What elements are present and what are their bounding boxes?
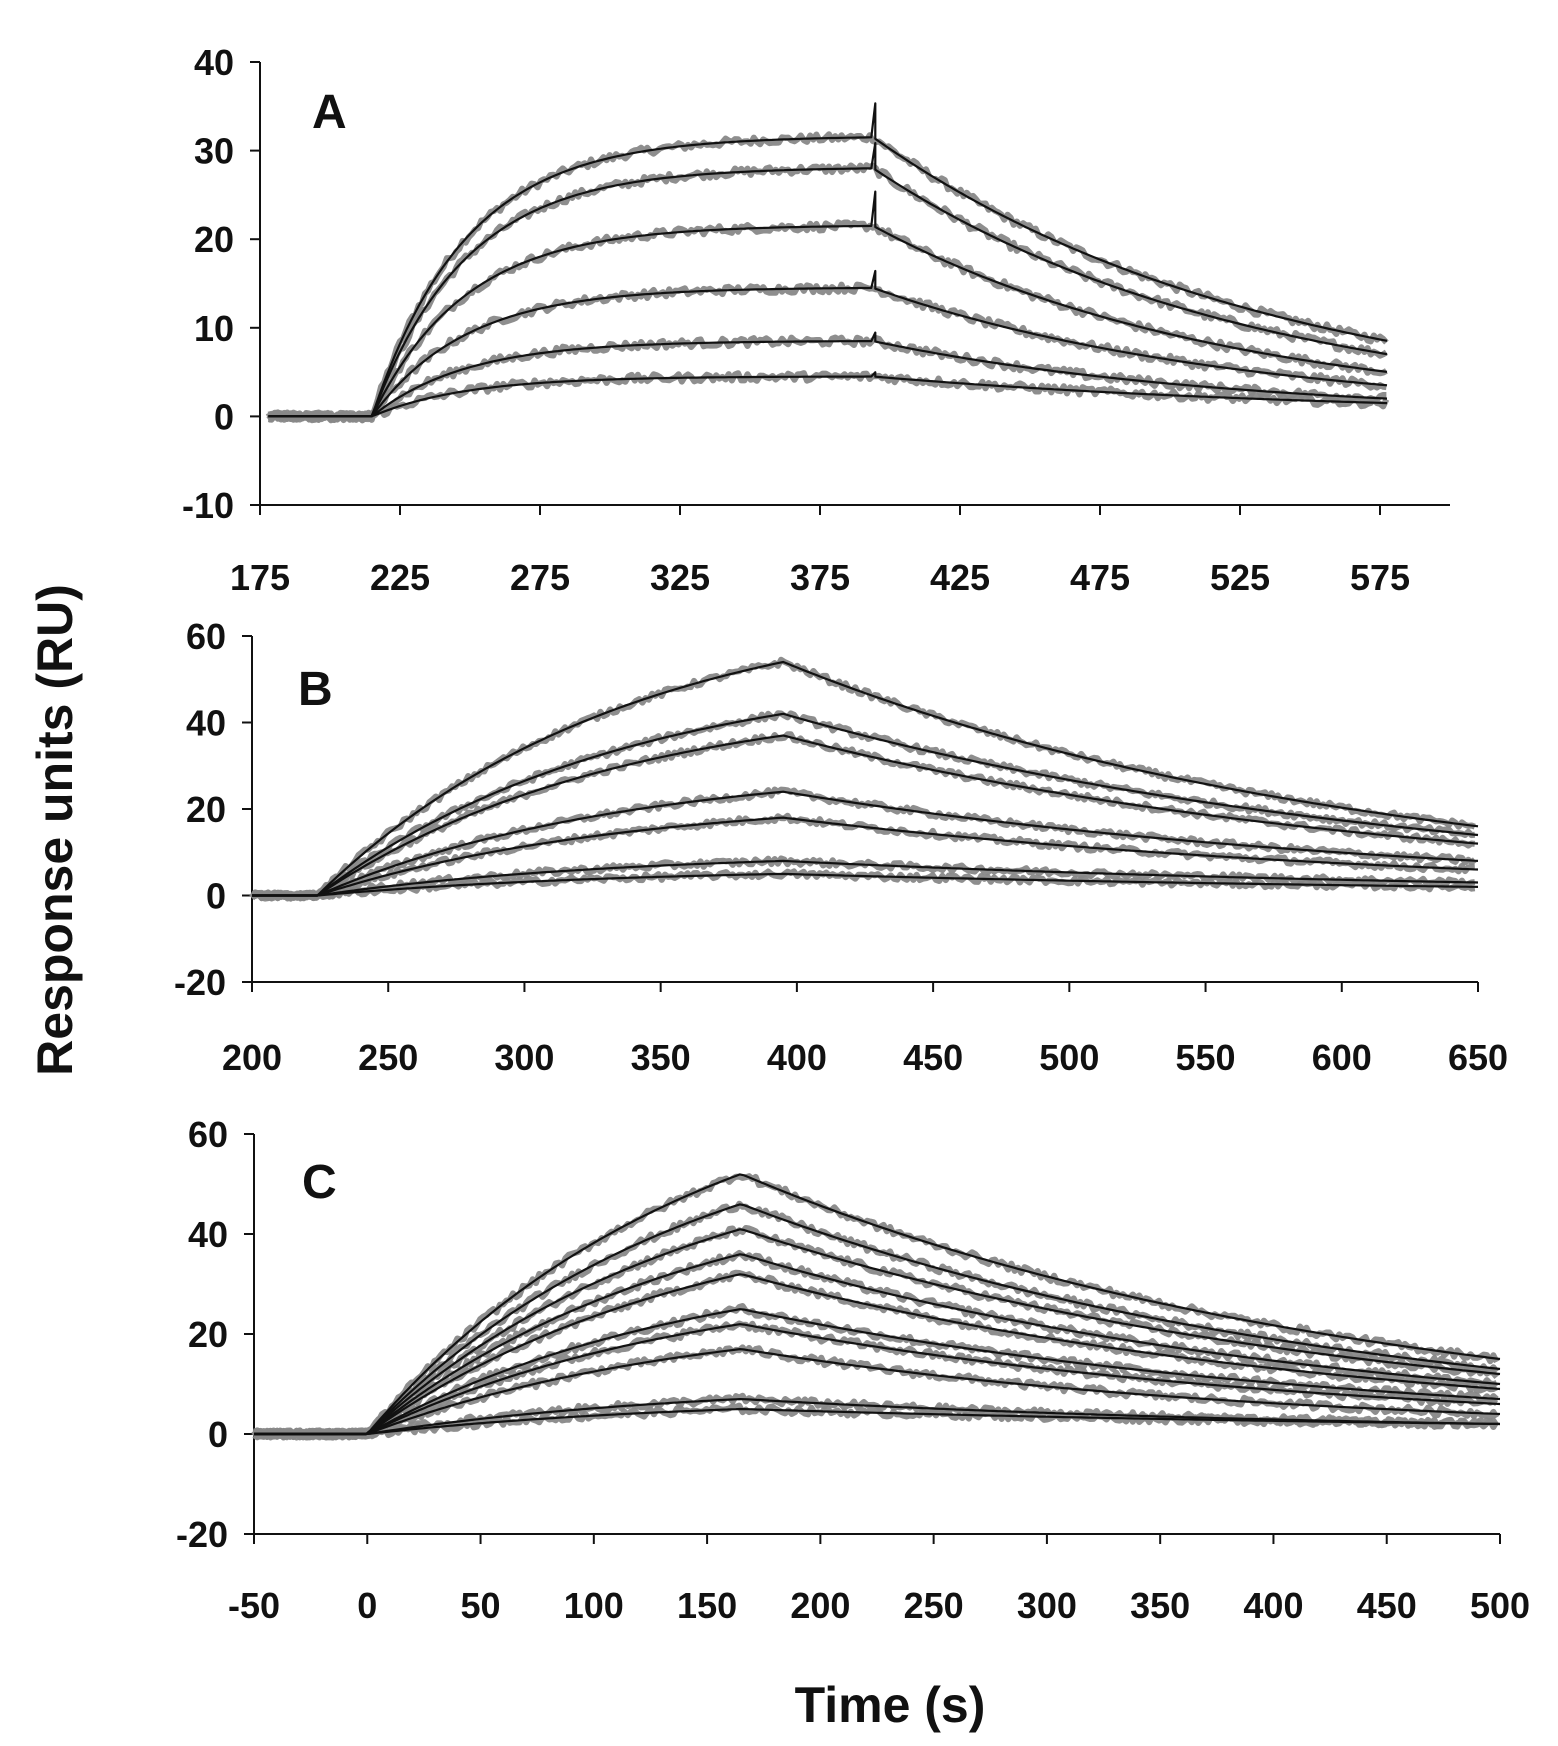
- panel-c: -20 0 20 40 60 -50 0 50 100 150 200 250 300 350 400 450…: [176, 1114, 1530, 1626]
- fit-curve: [254, 1228, 1501, 1436]
- y-tick-label: 40: [186, 703, 226, 744]
- x-tick-label: 225: [370, 557, 430, 598]
- fit-curve: [252, 712, 1479, 897]
- x-tick-label: 450: [1357, 1585, 1417, 1626]
- x-tick-label: 400: [1243, 1585, 1303, 1626]
- x-axis-title: Time (s): [795, 1677, 986, 1733]
- fit-curve: [268, 102, 1388, 418]
- y-tick-label: -20: [176, 1514, 228, 1555]
- x-tick-label: 100: [564, 1585, 624, 1626]
- x-tick-label: 400: [767, 1037, 827, 1078]
- x-tick-label: 600: [1312, 1037, 1372, 1078]
- fit-curve: [254, 1308, 1501, 1436]
- y-tick-label: 0: [214, 396, 234, 437]
- x-tick-label: 575: [1350, 557, 1410, 598]
- y-tick-label: 20: [186, 789, 226, 830]
- fit-curve: [254, 1173, 1501, 1436]
- fit-curve: [254, 1253, 1501, 1436]
- fit-curve: [254, 1407, 1501, 1436]
- y-tick-label: 0: [208, 1414, 228, 1455]
- fit-curve: [268, 269, 1388, 418]
- x-tick-label: 550: [1176, 1037, 1236, 1078]
- panel-label: C: [302, 1156, 337, 1209]
- x-tick-label: 450: [903, 1037, 963, 1078]
- x-tick-label: 650: [1448, 1037, 1508, 1078]
- observed-trace: [250, 812, 1475, 902]
- panel-a: -10 0 10 20 30 40 175 225 275 325 375 425 475 525 575 A: [182, 42, 1450, 598]
- x-tick-label: 175: [230, 557, 290, 598]
- x-tick-label: 425: [930, 557, 990, 598]
- fit-curve: [268, 190, 1388, 418]
- fit-curve: [254, 1323, 1501, 1436]
- x-tick-label: 525: [1210, 557, 1270, 598]
- y-tick-label: 40: [188, 1214, 228, 1255]
- fit-curve: [252, 660, 1479, 897]
- x-tick-label: 350: [1130, 1585, 1190, 1626]
- observed-trace: [267, 219, 1388, 424]
- y-tick-label: -10: [182, 485, 234, 526]
- x-tick-label: 50: [461, 1585, 501, 1626]
- y-tick-label: 60: [186, 616, 226, 657]
- panel-b: -20 0 20 40 60 200 250 300 350 400 450 500 550 600 650…: [174, 616, 1508, 1078]
- x-tick-label: 500: [1470, 1585, 1530, 1626]
- y-axis-title: Response units (RU): [27, 584, 83, 1076]
- fit-curve: [268, 331, 1388, 418]
- fit-curve: [268, 142, 1388, 418]
- panel-label: B: [298, 663, 333, 716]
- panel-label: A: [312, 86, 347, 139]
- y-tick-label: 20: [194, 219, 234, 260]
- x-tick-label: 475: [1070, 557, 1130, 598]
- y-tick-label: -20: [174, 962, 226, 1003]
- fit-curve: [252, 859, 1479, 897]
- x-tick-label: 375: [790, 557, 850, 598]
- fit-curve: [254, 1347, 1501, 1436]
- x-tick-label: 0: [357, 1585, 377, 1626]
- x-tick-label: 300: [1017, 1585, 1077, 1626]
- fit-curve: [254, 1203, 1501, 1436]
- y-tick-label: 60: [188, 1114, 228, 1155]
- x-tick-label: 350: [631, 1037, 691, 1078]
- observed-trace: [266, 131, 1389, 423]
- x-tick-label: 300: [494, 1037, 554, 1078]
- x-tick-label: 250: [358, 1037, 418, 1078]
- x-tick-label: 275: [510, 557, 570, 598]
- y-tick-label: 30: [194, 131, 234, 172]
- fit-curve: [252, 872, 1479, 897]
- fit-curve: [252, 816, 1479, 897]
- x-tick-label: 500: [1039, 1037, 1099, 1078]
- y-tick-label: 40: [194, 42, 234, 83]
- x-tick-label: -50: [228, 1585, 280, 1626]
- y-tick-label: 20: [188, 1314, 228, 1355]
- fit-curve: [252, 790, 1479, 897]
- fit-curve: [254, 1273, 1501, 1436]
- fit-curve: [252, 734, 1479, 897]
- x-tick-label: 250: [904, 1585, 964, 1626]
- fit-curve: [268, 371, 1388, 418]
- fit-curve: [254, 1397, 1501, 1436]
- x-tick-label: 325: [650, 557, 710, 598]
- y-tick-label: 0: [206, 876, 226, 917]
- x-tick-label: 200: [222, 1037, 282, 1078]
- x-tick-label: 150: [677, 1585, 737, 1626]
- y-tick-label: 10: [194, 308, 234, 349]
- x-tick-label: 200: [790, 1585, 850, 1626]
